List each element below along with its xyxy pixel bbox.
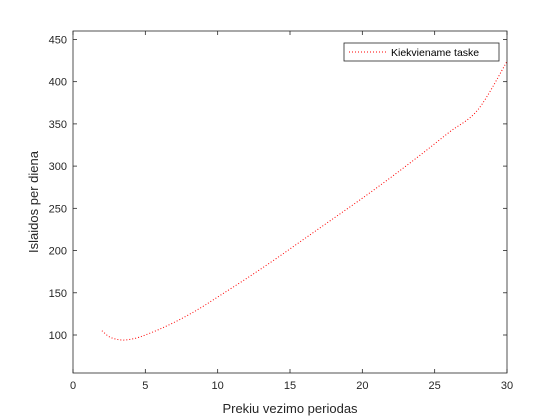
series-line-0	[101, 61, 508, 341]
x-axis: 0 5 10 15 20 25 30	[70, 31, 513, 392]
y-tick-label: 200	[49, 246, 67, 258]
x-tick-label: 30	[501, 380, 513, 392]
y-axis-label: Islaidos per diena	[26, 150, 41, 253]
plot-area	[73, 31, 507, 373]
y-tick-label: 400	[49, 77, 67, 89]
y-tick-label: 250	[49, 203, 67, 215]
y-tick-label: 150	[49, 288, 67, 300]
x-tick-label: 20	[356, 380, 368, 392]
x-tick-label: 5	[142, 380, 148, 392]
y-tick-label: 350	[49, 119, 67, 131]
y-axis: 100 150 200 250 300 350 400 450	[49, 34, 507, 342]
legend-box	[343, 42, 500, 62]
x-tick-label: 25	[429, 380, 441, 392]
x-tick-label: 10	[212, 380, 224, 392]
x-axis-label: Prekiu vezimo periodas	[222, 401, 358, 416]
x-tick-label: 0	[70, 380, 76, 392]
series-layer	[101, 61, 508, 341]
legend: Kiekviename taske	[343, 42, 500, 62]
y-tick-label: 100	[49, 330, 67, 342]
y-tick-label: 300	[49, 161, 67, 173]
legend-entry-label: Kiekviename taske	[391, 47, 479, 59]
y-tick-label: 450	[49, 34, 67, 46]
x-tick-label: 15	[284, 380, 296, 392]
